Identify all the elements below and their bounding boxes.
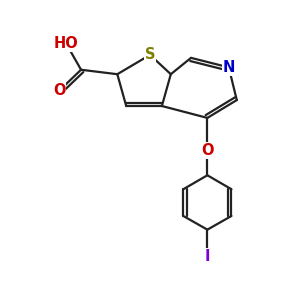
Text: HO: HO: [54, 36, 79, 51]
Text: N: N: [223, 60, 235, 75]
Text: I: I: [205, 249, 210, 264]
Text: S: S: [145, 47, 155, 62]
Text: O: O: [201, 143, 214, 158]
Text: O: O: [53, 83, 66, 98]
